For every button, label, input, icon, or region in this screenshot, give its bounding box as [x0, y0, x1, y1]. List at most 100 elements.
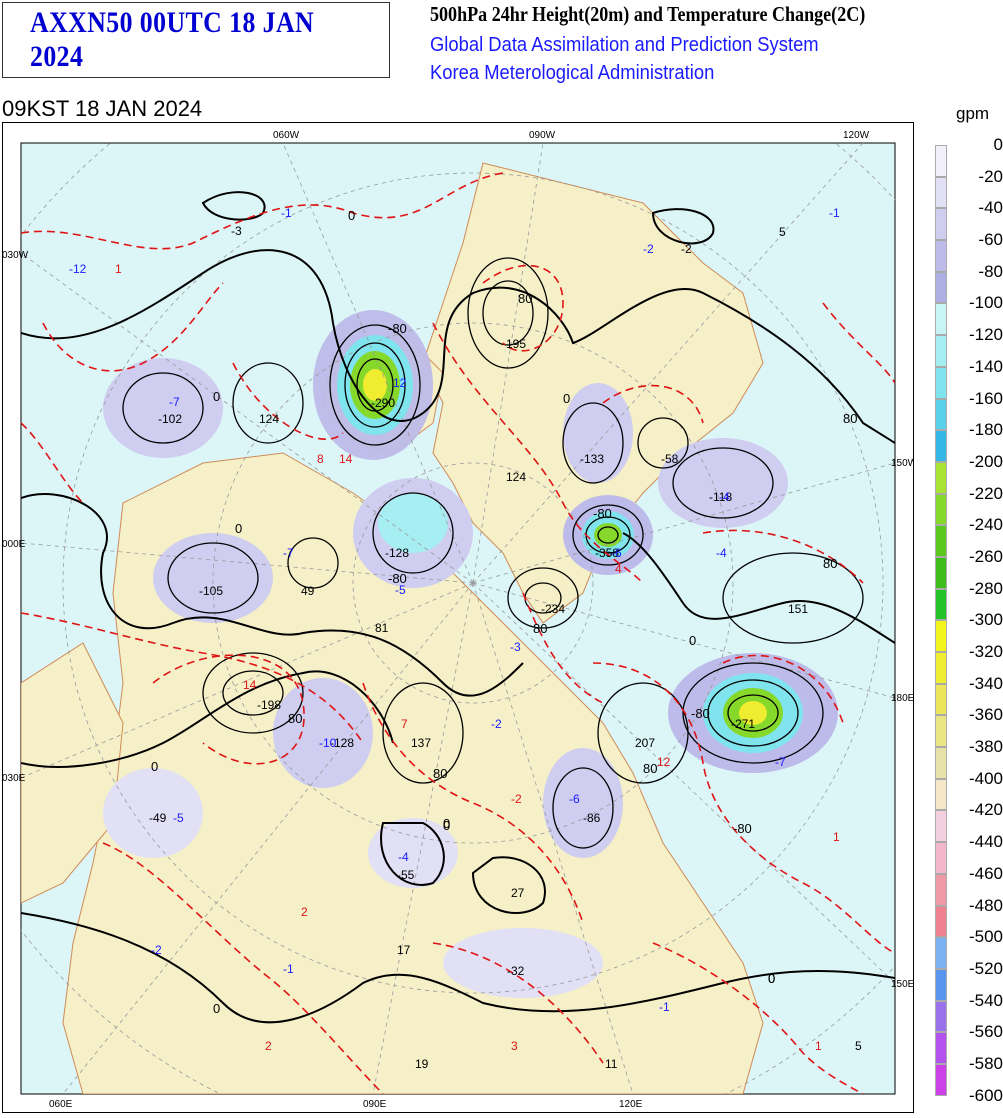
- center-value: -86: [583, 811, 601, 825]
- center-value: -49: [149, 811, 167, 825]
- colorbar-label: -180: [968, 420, 1003, 440]
- colorbar-swatch: [935, 652, 947, 684]
- contour-label: 80: [518, 291, 532, 306]
- contour-label: 0: [213, 389, 220, 404]
- temp-value: -2: [151, 943, 162, 957]
- lon-label: 060E: [49, 1099, 73, 1110]
- colorbar-label: -520: [968, 958, 1003, 978]
- contour-label: 80: [288, 711, 302, 726]
- colorbar-label: 0: [993, 135, 1003, 154]
- center-value: -128: [385, 546, 409, 560]
- colorbar-swatch: [935, 842, 947, 874]
- colorbar-label: -500: [968, 927, 1003, 947]
- center-value: 137: [411, 736, 431, 750]
- colorbar-label: -200: [968, 451, 1003, 471]
- temp-value: 7: [401, 717, 408, 731]
- colorbar-swatch: [935, 176, 947, 209]
- colorbar-label: -60: [978, 230, 1003, 250]
- longitude-labels: 060W 090W 120W 030W 000E 030E 150W 180E …: [2, 130, 918, 1110]
- temp-value: -10: [319, 736, 337, 750]
- colorbar-label: -400: [968, 768, 1003, 788]
- temp-value: -6: [611, 546, 622, 560]
- colorbar-swatch: [935, 683, 947, 716]
- temp-value: 14: [243, 678, 257, 692]
- colorbar-label: -300: [968, 610, 1003, 630]
- center-value: -55: [397, 868, 415, 882]
- colorbar-labels: 0 -20 -40 -60 -80 -100 -120 -140 -160 -180 -200 -22…: [955, 136, 1003, 1118]
- temp-value: -4: [398, 850, 409, 864]
- center-value: 49: [301, 584, 315, 598]
- lon-label: 030E: [3, 773, 26, 784]
- lon-label: 150E: [891, 979, 913, 990]
- contour-label: 0: [768, 971, 775, 986]
- colorbar-label: -40: [978, 198, 1003, 218]
- colorbar-label: -320: [968, 642, 1003, 661]
- contour-label: -80: [593, 506, 612, 521]
- colorbar-label: -160: [968, 388, 1003, 408]
- center-value: -3: [231, 224, 242, 238]
- colorbar-label: -580: [968, 1053, 1003, 1073]
- lon-label: 000E: [3, 539, 26, 550]
- contour-label: 0: [213, 1001, 220, 1016]
- agency-name: Korea Meterological Administration: [430, 62, 715, 84]
- colorbar-label: -440: [968, 832, 1003, 852]
- colorbar-label: -480: [968, 895, 1003, 915]
- colorbar-swatch: [935, 1032, 947, 1064]
- colorbar-label: -240: [968, 515, 1003, 535]
- polar-map: 0 0 0 0 0 0 0 0 0 -80 -80 -80 -80 -80 80…: [2, 130, 918, 1110]
- temp-value: 1: [115, 262, 122, 276]
- center-value: -2: [681, 242, 692, 256]
- temp-value: 1: [833, 830, 840, 844]
- temp-value: -3: [510, 640, 521, 654]
- center-value: -58: [661, 452, 679, 466]
- temp-value: -7: [169, 395, 180, 409]
- colorbar-label: -120: [968, 325, 1003, 345]
- temp-value: -12: [69, 262, 87, 276]
- temp-value: -1: [659, 1000, 670, 1014]
- center-value: 81: [375, 621, 389, 635]
- colorbar-swatch: [935, 588, 947, 621]
- colorbar-swatch: [935, 145, 947, 177]
- colorbar-swatch: [935, 968, 947, 1001]
- temp-value: -2: [643, 242, 654, 256]
- colorbar: [935, 145, 947, 1096]
- temp-value: -5: [395, 583, 406, 597]
- colorbar-swatch: [935, 271, 947, 304]
- product-id: AXXN50 00UTC 18 JAN 2024: [30, 6, 315, 73]
- temp-value: 14: [339, 452, 353, 466]
- height-change-centers: -3 5 -2 -102 124 -290 195 -133 -58 -118 …: [149, 224, 862, 1071]
- contour-label: 80: [823, 556, 837, 571]
- contour-label: 0: [348, 208, 355, 223]
- colorbar-swatch: [935, 335, 947, 367]
- system-name: Global Data Assimilation and Prediction …: [430, 34, 819, 56]
- lon-label: 150W: [891, 458, 913, 469]
- lon-label: 120E: [619, 1099, 643, 1110]
- colorbar-label: -360: [968, 705, 1003, 725]
- temp-value: -1: [283, 962, 294, 976]
- lon-label: 180E: [891, 693, 913, 704]
- lon-label: 030W: [3, 250, 29, 261]
- contour-label: -80: [388, 571, 407, 586]
- height-contours: [21, 191, 895, 1024]
- colorbar-swatch: [935, 778, 947, 811]
- colorbar-label: -100: [968, 293, 1003, 313]
- contour-label: 80: [533, 621, 547, 636]
- temp-value: 12: [657, 755, 671, 769]
- colorbar-label: -80: [978, 261, 1003, 281]
- colorbar-swatch: [935, 715, 947, 748]
- center-value: -105: [199, 584, 223, 598]
- contour-label: -80: [733, 821, 752, 836]
- lon-label: 120W: [843, 130, 870, 141]
- valid-time: 09KST 18 JAN 2024: [2, 96, 203, 121]
- temp-value: -5: [173, 811, 184, 825]
- center-value: 17: [397, 943, 411, 957]
- center-value: 11: [605, 1057, 618, 1071]
- colorbar-swatch: [935, 556, 947, 589]
- contour-label: 80: [643, 761, 657, 776]
- colorbar-swatch: [935, 398, 947, 431]
- contour-label: 0: [151, 759, 158, 774]
- temp-value: -7: [283, 546, 294, 560]
- center-value: -133: [580, 452, 604, 466]
- temp-value: -4: [719, 490, 730, 504]
- center-value: 151: [788, 602, 808, 616]
